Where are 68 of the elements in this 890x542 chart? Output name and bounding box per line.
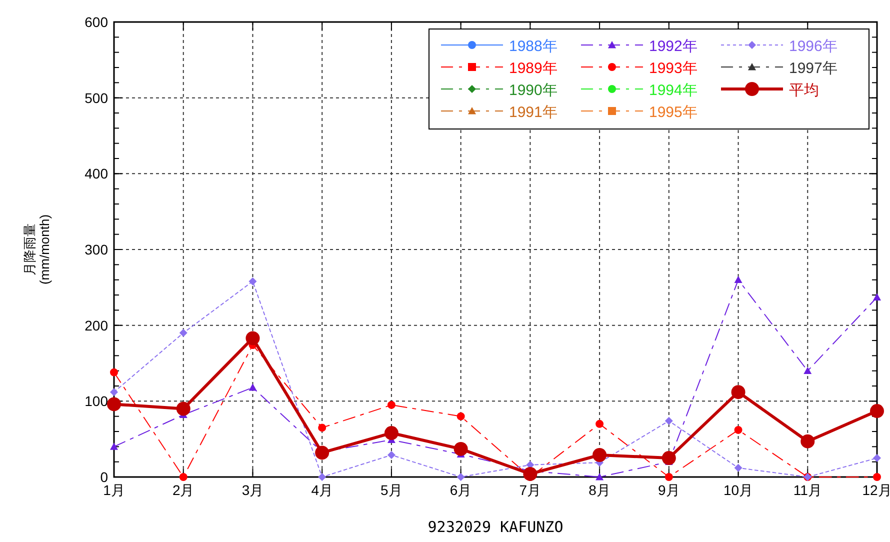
x-tick-label: 12月	[862, 482, 890, 498]
legend-label: 1988年	[509, 38, 558, 55]
y-tick-label: 300	[84, 242, 108, 258]
legend-label: 1993年	[649, 60, 698, 77]
legend-label: 1989年	[509, 60, 558, 77]
y-axis-title: 月降雨量 (mm/month)	[22, 214, 52, 285]
point	[662, 451, 676, 466]
point	[318, 473, 326, 481]
point	[315, 446, 330, 460]
point	[456, 412, 465, 420]
x-tick-label: 8月	[588, 482, 610, 498]
point	[664, 473, 673, 481]
legend-label: 1991年	[509, 104, 558, 121]
y-tick-label: 0	[100, 469, 108, 485]
point	[734, 276, 742, 284]
point	[454, 442, 468, 456]
x-tick-label: 4月	[311, 482, 333, 498]
legend-label: 1995年	[649, 104, 698, 121]
point	[873, 473, 881, 481]
point	[110, 442, 118, 450]
legend-label: 平均	[789, 82, 819, 99]
point	[592, 448, 607, 462]
y-tick-label: 200	[84, 317, 108, 334]
point	[804, 366, 812, 374]
point	[384, 426, 398, 440]
x-axis-title: 9232029 KAFUNZO	[428, 518, 564, 536]
point	[456, 473, 465, 481]
point	[110, 368, 118, 376]
y-tick-label: 500	[84, 90, 108, 106]
point	[387, 451, 396, 460]
point	[870, 404, 884, 418]
x-tick-label: 3月	[242, 482, 264, 498]
x-tick-label: 5月	[380, 482, 402, 498]
point	[107, 397, 121, 412]
point	[248, 277, 257, 286]
point	[800, 434, 815, 448]
point	[873, 454, 881, 462]
point	[523, 466, 538, 481]
x-tick-label: 2月	[172, 482, 194, 498]
point	[318, 424, 326, 432]
x-tick-label: 9月	[658, 482, 680, 498]
point	[664, 416, 673, 425]
point	[110, 388, 118, 396]
point	[179, 328, 188, 337]
x-tick-label: 1月	[103, 482, 125, 498]
legend-label: 1996年	[789, 38, 838, 55]
point	[179, 473, 188, 481]
point	[596, 473, 604, 480]
point	[731, 385, 746, 400]
point	[176, 402, 190, 416]
x-tick-label: 10月	[723, 482, 754, 498]
point	[596, 420, 604, 428]
point	[248, 384, 257, 391]
point	[734, 426, 742, 434]
point	[387, 400, 396, 409]
x-tick-label: 6月	[450, 482, 472, 498]
legend-label: 1994年	[649, 82, 698, 99]
x-tick-label: 11月	[793, 482, 822, 498]
legend-label: 1992年	[649, 38, 698, 55]
point	[246, 331, 260, 346]
x-tick-label: 7月	[519, 482, 542, 498]
y-tick-label: 100	[84, 393, 108, 410]
point	[873, 293, 881, 300]
y-tick-label: 600	[84, 14, 108, 30]
legend-label: 1997年	[789, 60, 838, 77]
y-tick-label: 400	[84, 166, 108, 182]
legend-label: 1990年	[509, 82, 558, 99]
point	[734, 464, 742, 472]
